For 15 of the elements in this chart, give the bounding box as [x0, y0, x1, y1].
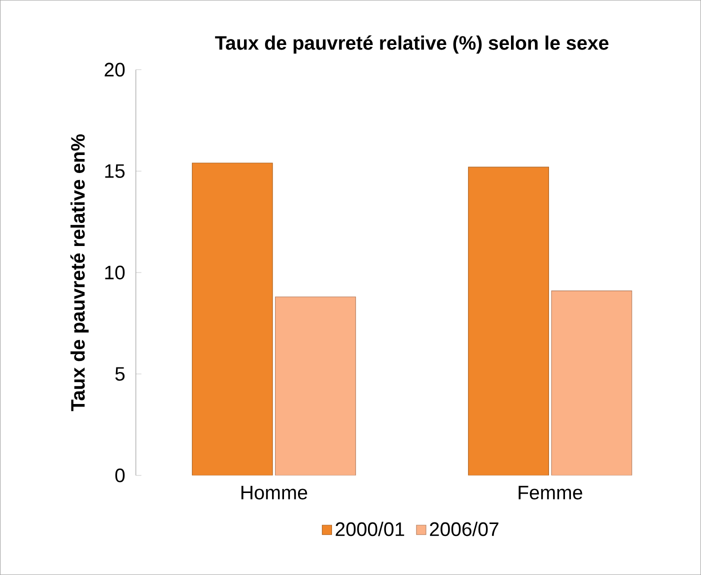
- x-tick-label: Femme: [518, 486, 582, 500]
- bar: [275, 296, 356, 476]
- legend-label: 2000/01: [336, 522, 404, 536]
- chart-title: Taux de pauvreté relative (%) selon le sexe: [215, 35, 608, 54]
- bar: [551, 290, 632, 476]
- bar: [192, 162, 273, 476]
- y-tick-label: 10: [105, 266, 125, 280]
- y-tick-label: 0: [115, 468, 125, 482]
- y-tick-label: 5: [115, 367, 125, 381]
- y-tick-label: 20: [104, 62, 125, 77]
- legend-label: 2006/07: [430, 522, 498, 536]
- y-axis-title: Taux de pauvreté relative en%: [70, 134, 89, 412]
- bar: [468, 166, 549, 476]
- y-tick-label: 15: [105, 164, 125, 178]
- x-tick-label: Homme: [241, 486, 308, 500]
